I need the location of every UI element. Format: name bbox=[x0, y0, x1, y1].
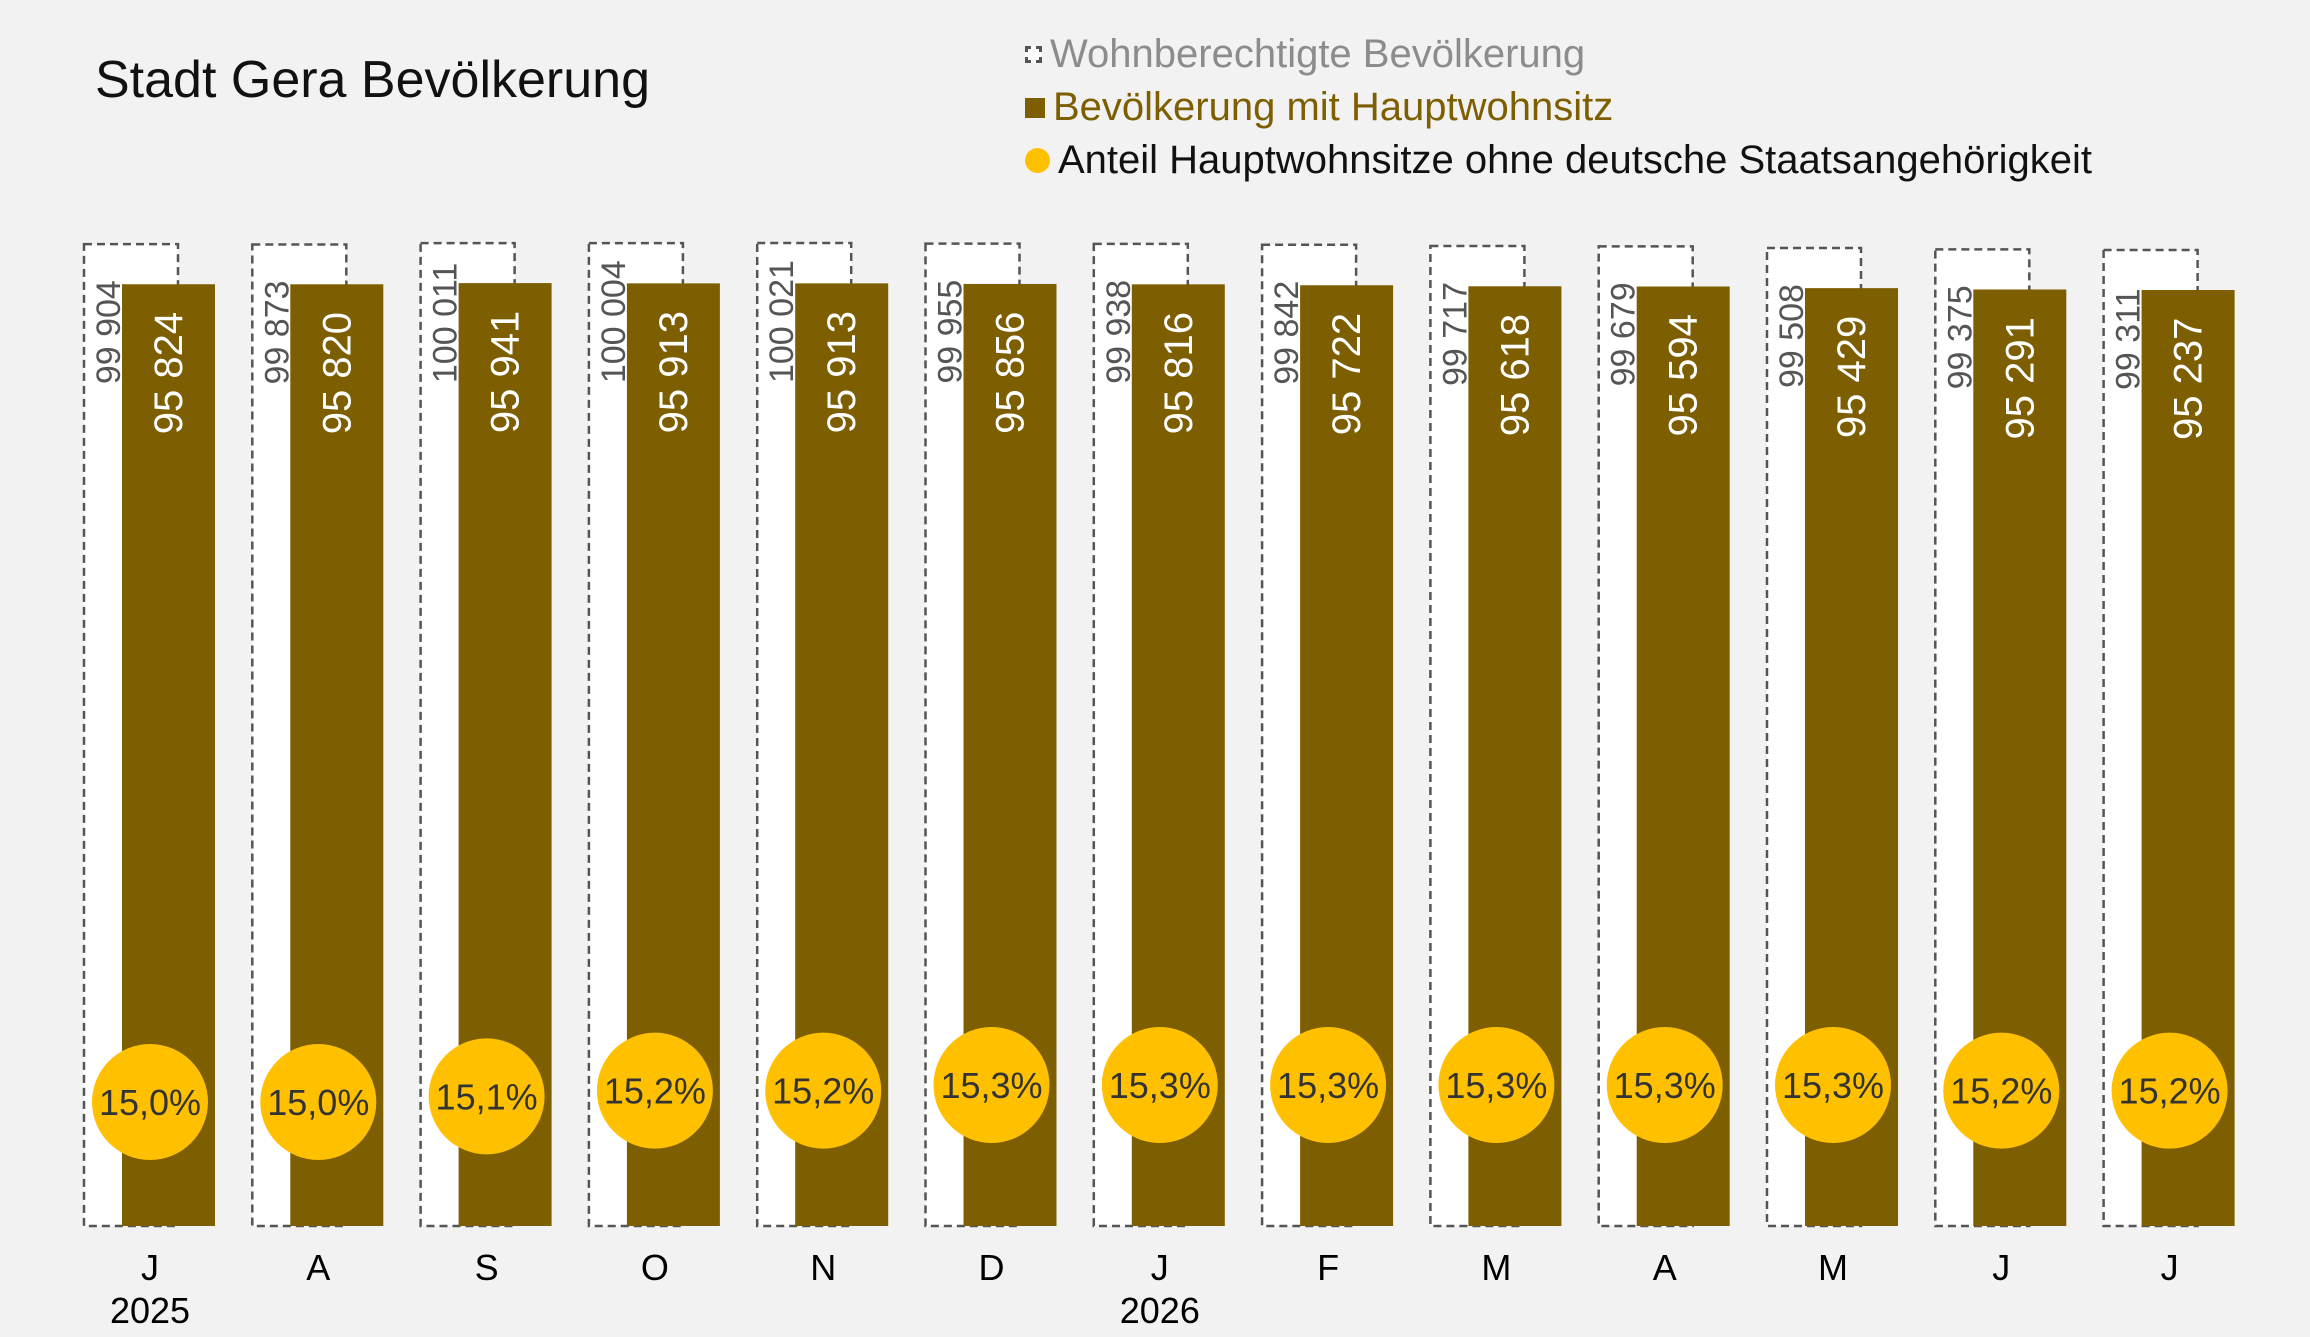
x-tick-label: A bbox=[306, 1247, 330, 1288]
x-year-label: 2025 bbox=[109, 1290, 191, 1331]
legend-item-hauptwohnsitz: Bevölkerung mit Hauptwohnsitz bbox=[1025, 81, 2092, 134]
data-label-anteil: 15,2% bbox=[772, 1071, 874, 1112]
data-label-hauptwohnsitz: 95 722 bbox=[1325, 313, 1369, 435]
data-label-hauptwohnsitz: 95 856 bbox=[989, 312, 1033, 434]
point-anteil bbox=[92, 1044, 208, 1160]
legend-label-hauptwohnsitz: Bevölkerung mit Hauptwohnsitz bbox=[1053, 85, 1614, 129]
data-label-hauptwohnsitz: 95 816 bbox=[1157, 312, 1201, 434]
data-label-hauptwohnsitz: 95 291 bbox=[1998, 317, 2042, 439]
x-tick-label: S bbox=[475, 1247, 499, 1288]
x-tick-label: J bbox=[141, 1247, 159, 1288]
point-anteil bbox=[428, 1038, 545, 1155]
point-anteil bbox=[1943, 1032, 2060, 1149]
data-label-wohnberechtigte: 99 717 bbox=[1436, 282, 1474, 386]
point-anteil bbox=[596, 1032, 713, 1149]
data-label-anteil: 15,3% bbox=[1782, 1065, 1884, 1106]
point-anteil bbox=[1101, 1027, 1218, 1143]
x-tick-label: D bbox=[979, 1247, 1005, 1288]
data-label-hauptwohnsitz: 95 429 bbox=[1830, 316, 1874, 438]
data-label-wohnberechtigte: 99 311 bbox=[2110, 289, 2148, 390]
data-label-hauptwohnsitz: 95 594 bbox=[1662, 314, 1706, 436]
point-anteil bbox=[765, 1032, 882, 1149]
x-tick-label: A bbox=[1653, 1247, 1677, 1288]
data-label-anteil: 15,3% bbox=[940, 1065, 1042, 1106]
data-label-anteil: 15,1% bbox=[436, 1076, 538, 1117]
x-tick-label: N bbox=[810, 1247, 836, 1288]
x-tick-label: J bbox=[1992, 1247, 2010, 1288]
data-label-anteil: 15,0% bbox=[267, 1082, 369, 1123]
x-tick-label: J bbox=[2161, 1247, 2179, 1288]
data-label-wohnberechtigte: 99 938 bbox=[1100, 280, 1138, 384]
data-label-hauptwohnsitz: 95 618 bbox=[1493, 314, 1537, 436]
data-label-hauptwohnsitz: 95 237 bbox=[2167, 318, 2211, 440]
data-label-wohnberechtigte: 99 873 bbox=[258, 280, 296, 384]
legend-swatch-circle-icon bbox=[1025, 148, 1050, 173]
point-anteil bbox=[1438, 1027, 1555, 1143]
data-label-anteil: 15,3% bbox=[1109, 1065, 1211, 1106]
point-anteil bbox=[1606, 1027, 1723, 1143]
data-label-anteil: 15,3% bbox=[1445, 1065, 1547, 1106]
data-label-hauptwohnsitz: 95 941 bbox=[484, 311, 528, 433]
point-anteil bbox=[260, 1044, 377, 1160]
data-label-wohnberechtigte: 99 508 bbox=[1773, 284, 1811, 388]
data-label-wohnberechtigte: 100 004 bbox=[595, 260, 633, 383]
point-anteil bbox=[1270, 1027, 1387, 1143]
data-label-wohnberechtigte: 100 021 bbox=[763, 260, 801, 383]
legend-item-wohnberechtigte: Wohnberechtigte Bevölkerung bbox=[1025, 28, 2092, 81]
data-label-wohnberechtigte: 99 955 bbox=[932, 280, 970, 384]
x-tick-label: F bbox=[1317, 1247, 1339, 1288]
legend-label-wohnberechtigte: Wohnberechtigte Bevölkerung bbox=[1050, 32, 1586, 76]
data-label-anteil: 15,2% bbox=[1950, 1071, 2052, 1112]
data-label-anteil: 15,3% bbox=[1614, 1065, 1716, 1106]
legend: Wohnberechtigte Bevölkerung Bevölkerung … bbox=[1025, 28, 2092, 187]
legend-item-anteil: Anteil Hauptwohnsitze ohne deutsche Staa… bbox=[1025, 134, 2092, 187]
data-label-hauptwohnsitz: 95 820 bbox=[315, 312, 359, 434]
data-label-wohnberechtigte: 99 904 bbox=[90, 280, 128, 384]
legend-swatch-dashed-icon bbox=[1025, 46, 1042, 63]
data-label-anteil: 15,3% bbox=[1277, 1065, 1379, 1106]
data-label-wohnberechtigte: 100 011 bbox=[427, 263, 465, 383]
x-tick-label: M bbox=[1481, 1247, 1511, 1288]
data-label-hauptwohnsitz: 95 824 bbox=[147, 312, 191, 434]
legend-swatch-solid-icon bbox=[1025, 97, 1045, 118]
x-tick-label: M bbox=[1818, 1247, 1848, 1288]
point-anteil bbox=[933, 1027, 1050, 1143]
data-label-hauptwohnsitz: 95 913 bbox=[652, 311, 696, 433]
data-label-wohnberechtigte: 99 679 bbox=[1605, 282, 1643, 386]
data-label-anteil: 15,0% bbox=[99, 1082, 201, 1123]
data-label-wohnberechtigte: 99 842 bbox=[1268, 281, 1306, 385]
data-label-hauptwohnsitz: 95 913 bbox=[820, 311, 864, 433]
x-tick-label: O bbox=[641, 1247, 669, 1288]
legend-label-anteil: Anteil Hauptwohnsitze ohne deutsche Staa… bbox=[1058, 138, 2093, 182]
chart-title: Stadt Gera Bevölkerung bbox=[95, 51, 650, 109]
data-label-anteil: 15,2% bbox=[604, 1071, 706, 1112]
point-anteil bbox=[1775, 1027, 1891, 1143]
data-label-wohnberechtigte: 99 375 bbox=[1941, 285, 1979, 389]
data-label-anteil: 15,2% bbox=[2119, 1071, 2221, 1112]
x-tick-label: J bbox=[1151, 1247, 1169, 1288]
point-anteil bbox=[2111, 1032, 2228, 1149]
x-year-label: 2026 bbox=[1119, 1290, 1200, 1331]
